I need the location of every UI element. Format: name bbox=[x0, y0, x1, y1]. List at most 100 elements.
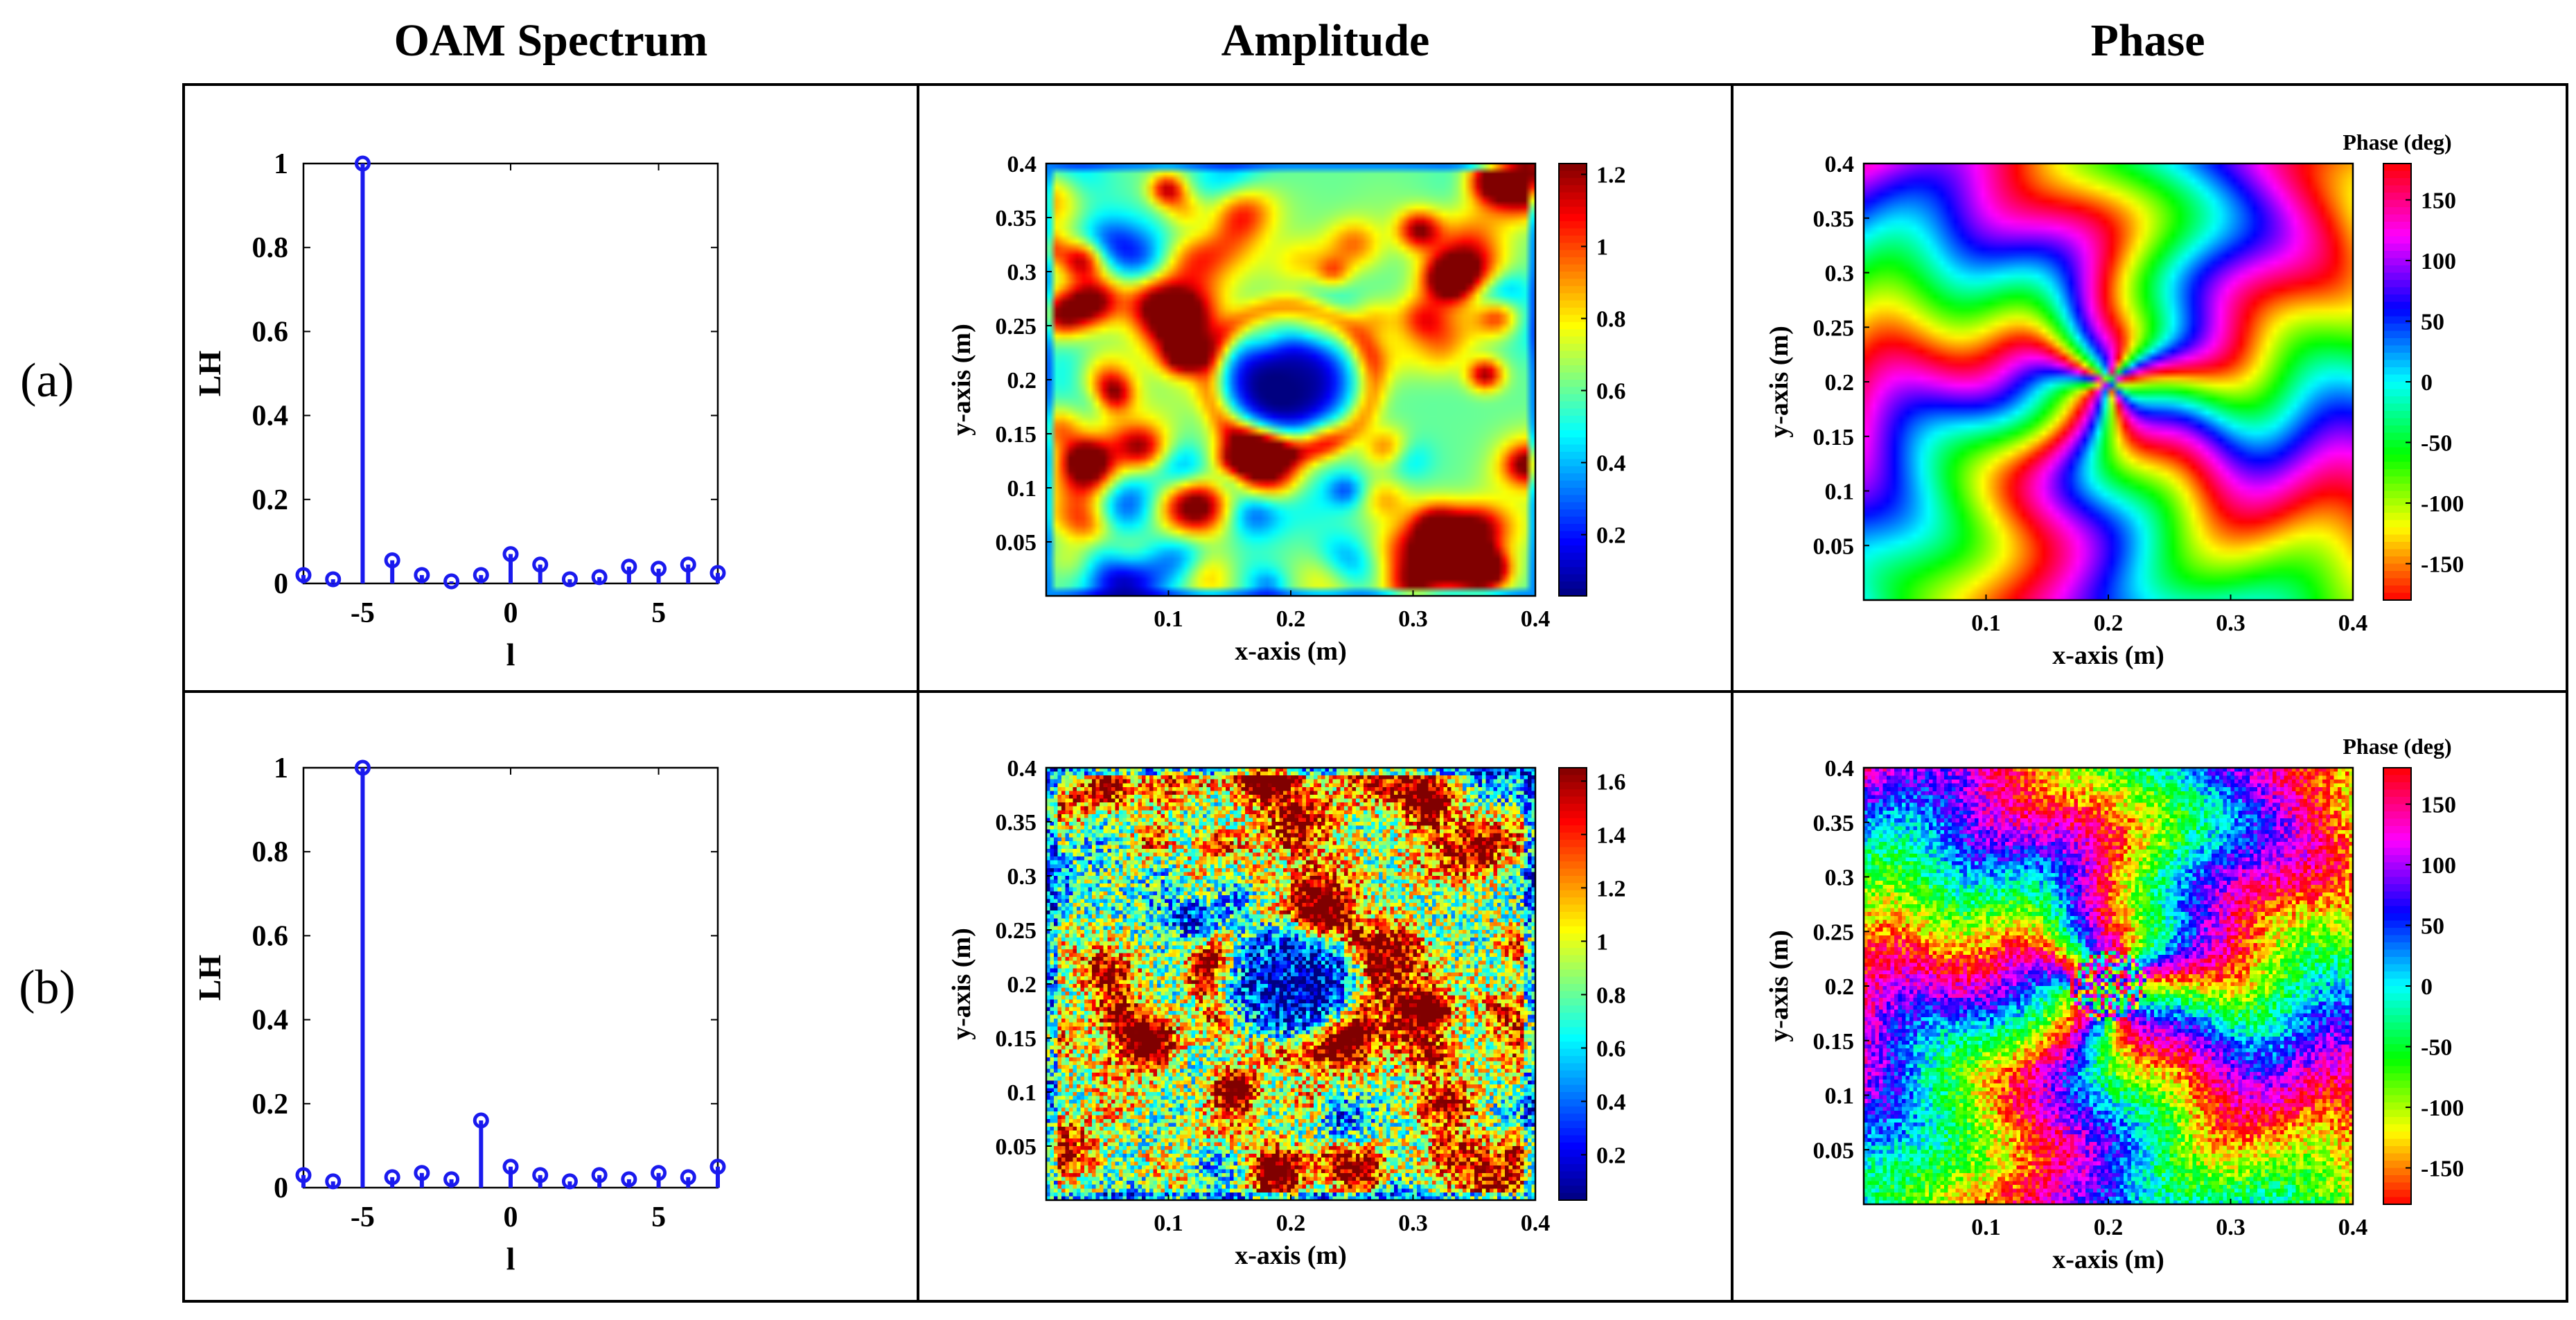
a-amplitude-colorbar-segment bbox=[1559, 185, 1587, 193]
a-spectrum-xlabel: l bbox=[506, 637, 515, 672]
a-phase-colorbar-segment bbox=[2383, 425, 2411, 434]
a-amplitude-colorbar-segment bbox=[1559, 192, 1587, 200]
a-phase-ytick-label: 0.2 bbox=[1825, 370, 1855, 396]
a-phase-colorbar-label: -150 bbox=[2421, 552, 2464, 578]
b-phase-colorbar-segment bbox=[2383, 841, 2411, 849]
b-amplitude-colorbar-segment bbox=[1559, 1027, 1587, 1035]
b-spectrum-stem-marker bbox=[325, 1173, 342, 1190]
b-amplitude-colorbar-segment bbox=[1559, 904, 1587, 913]
a-amplitude-colorbar-segment bbox=[1559, 206, 1587, 215]
a-spectrum-xtick-label: -5 bbox=[351, 597, 375, 629]
b-phase-field-image bbox=[1864, 768, 2353, 1204]
a-amplitude-colorbar-segment bbox=[1559, 430, 1587, 438]
b-amplitude-colorbar-segment bbox=[1559, 861, 1587, 870]
a-amplitude-field-image bbox=[1046, 164, 1535, 596]
a-amplitude-colorbar-segment bbox=[1559, 552, 1587, 561]
b-amplitude-colorbar-segment bbox=[1559, 782, 1587, 790]
b-amplitude-colorbar-segment bbox=[1559, 1178, 1587, 1186]
a-spectrum-stem-marker bbox=[384, 552, 400, 569]
a-phase-colorbar-segment bbox=[2383, 338, 2411, 346]
a-phase-colorbar-segment bbox=[2383, 170, 2411, 179]
b-phase-colorbar-segment bbox=[2383, 1161, 2411, 1169]
b-phase-colorbar-segment bbox=[2383, 811, 2411, 820]
a-phase-colorbar-segment bbox=[2383, 200, 2411, 208]
b-spectrum-stem-marker bbox=[532, 1167, 549, 1183]
a-amplitude-colorbar-segment bbox=[1559, 531, 1587, 539]
a-amplitude-colorbar-segment bbox=[1559, 387, 1587, 395]
a-phase-colorbar-segment bbox=[2383, 592, 2411, 601]
b-amplitude-colorbar-segment bbox=[1559, 1193, 1587, 1201]
b-amplitude-colorbar-label: 0.6 bbox=[1596, 1036, 1626, 1062]
b-spectrum-stem-marker bbox=[621, 1171, 637, 1188]
b-amplitude-colorbar-segment bbox=[1559, 890, 1587, 898]
b-phase-colorbar-segment bbox=[2383, 775, 2411, 783]
b-phase-colorbar-segment bbox=[2383, 1132, 2411, 1140]
b-phase-colorbar-segment bbox=[2383, 1095, 2411, 1103]
b-amplitude-colorbar-segment bbox=[1559, 1092, 1587, 1100]
b-amplitude-colorbar-segment bbox=[1559, 1128, 1587, 1136]
a-amplitude-ytick-label: 0.25 bbox=[996, 314, 1037, 340]
a-amplitude-colorbar-segment bbox=[1559, 423, 1587, 431]
a-phase-colorbar-segment bbox=[2383, 382, 2411, 390]
b-phase-colorbar-segment bbox=[2383, 1007, 2411, 1016]
b-amplitude-xtick-label: 0.4 bbox=[1521, 1211, 1551, 1236]
a-phase-colorbar-segment bbox=[2383, 542, 2411, 550]
b-spectrum-xtick-label: -5 bbox=[351, 1202, 375, 1233]
b-amplitude-colorbar-segment bbox=[1559, 1012, 1587, 1021]
a-spectrum-stem-marker bbox=[651, 561, 667, 577]
b-phase-colorbar-segment bbox=[2383, 1037, 2411, 1045]
b-amplitude-colorbar-segment bbox=[1559, 768, 1587, 775]
b-phase-colorbar-segment bbox=[2383, 1117, 2411, 1125]
a-amplitude-ytick-label: 0.3 bbox=[1007, 260, 1037, 285]
a-amplitude-colorbar-segment bbox=[1559, 358, 1587, 366]
a-amplitude-colorbar-segment bbox=[1559, 336, 1587, 344]
b-phase-colorbar-segment bbox=[2383, 1102, 2411, 1111]
a-amplitude-colorbar-segment bbox=[1559, 545, 1587, 554]
b-phase-ytick-label: 0.2 bbox=[1825, 974, 1855, 1000]
a-amplitude-colorbar-segment bbox=[1559, 300, 1587, 308]
a-phase-colorbar-segment bbox=[2383, 578, 2411, 586]
b-amplitude-xtick-label: 0.2 bbox=[1276, 1211, 1306, 1236]
b-amplitude-colorbar-segment bbox=[1559, 1156, 1587, 1165]
a-phase-ytick-label: 0.35 bbox=[1813, 206, 1855, 232]
a-amplitude-ytick-label: 0.15 bbox=[996, 422, 1037, 448]
b-amplitude-colorbar-segment bbox=[1559, 984, 1587, 992]
column-header-oam-spectrum: OAM Spectrum bbox=[394, 15, 708, 66]
b-amplitude-colorbar-label: 0.4 bbox=[1596, 1089, 1626, 1115]
b-spectrum-stem-marker bbox=[414, 1165, 430, 1181]
b-amplitude-colorbar-segment bbox=[1559, 847, 1587, 855]
a-phase-colorbar-segment bbox=[2383, 164, 2411, 172]
a-spectrum-stem-marker bbox=[709, 565, 726, 581]
b-phase-colorbar-segment bbox=[2383, 949, 2411, 958]
a-spectrum-ylabel: LH bbox=[192, 351, 227, 397]
a-spectrum-stem-marker bbox=[591, 569, 608, 586]
a-amplitude-colorbar-segment bbox=[1559, 488, 1587, 495]
b-amplitude-colorbar-segment bbox=[1559, 919, 1587, 927]
b-phase-colorbar-segment bbox=[2383, 1175, 2411, 1183]
a-amplitude-colorbar-segment bbox=[1559, 329, 1587, 337]
a-phase-colorbar-segment bbox=[2383, 324, 2411, 332]
a-spectrum-stem-marker bbox=[473, 567, 489, 583]
b-spectrum-stem-marker bbox=[680, 1169, 696, 1186]
a-spectrum-xtick-label: 0 bbox=[504, 597, 518, 629]
a-phase-colorbar-segment bbox=[2383, 214, 2411, 222]
a-amplitude-colorbar-segment bbox=[1559, 279, 1587, 287]
b-phase-colorbar-segment bbox=[2383, 797, 2411, 805]
b-amplitude-colorbar-segment bbox=[1559, 825, 1587, 834]
b-spectrum-stem-marker bbox=[651, 1165, 667, 1181]
a-phase-colorbar-segment bbox=[2383, 353, 2411, 361]
b-amplitude-colorbar-segment bbox=[1559, 832, 1587, 841]
b-phase-colorbar-segment bbox=[2383, 993, 2411, 1001]
b-amplitude-colorbar-segment bbox=[1559, 1020, 1587, 1028]
a-spectrum-stem-marker bbox=[325, 571, 342, 588]
a-amplitude-ytick-label: 0.2 bbox=[1007, 368, 1037, 394]
b-amplitude-colorbar-segment bbox=[1559, 1164, 1587, 1172]
a-spectrum-chart: 0 0.2 0.4 0.6 0.8 1 -5 0 5 l LH bbox=[192, 148, 726, 672]
b-spectrum-stem-marker bbox=[591, 1167, 608, 1183]
b-amplitude-colorbar-segment bbox=[1559, 1106, 1587, 1114]
b-spectrum-stem-marker bbox=[473, 1112, 489, 1129]
a-phase-colorbar-segment bbox=[2383, 469, 2411, 477]
b-amplitude-colorbar-segment bbox=[1559, 1120, 1587, 1129]
b-phase-colorbar-segment bbox=[2383, 1073, 2411, 1082]
b-phase-ytick-label: 0.1 bbox=[1825, 1084, 1855, 1109]
